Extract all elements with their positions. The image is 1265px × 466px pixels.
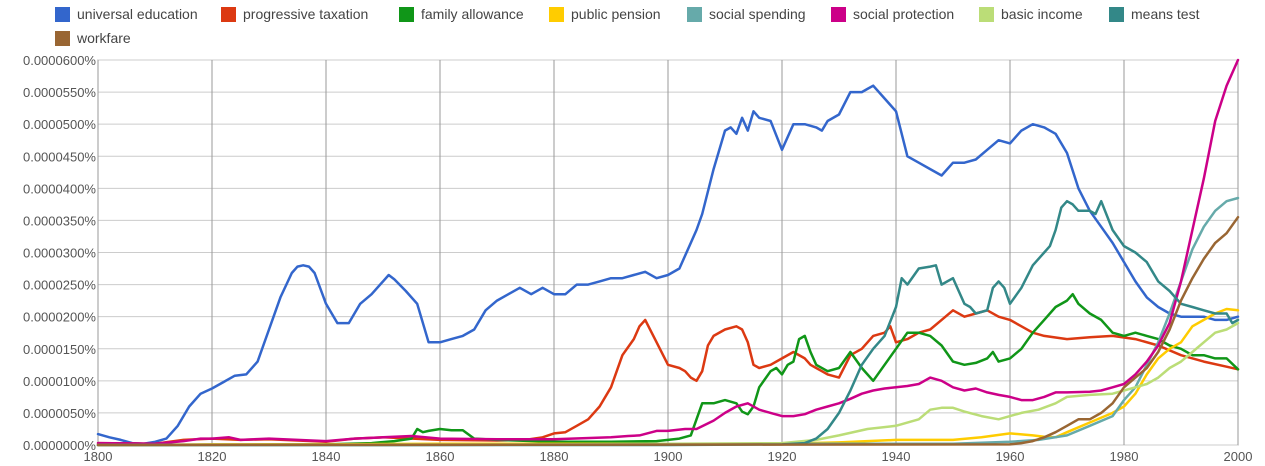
legend-swatch [979,6,994,22]
y-tick-label: 0.0000300% [23,246,96,261]
x-tick-label: 1900 [654,449,683,464]
y-tick-label: 0.0000250% [23,278,96,293]
x-tick-label: 1920 [768,449,797,464]
y-tick-label: 0.0000450% [23,149,96,164]
y-axis-ticks: 0.0000000% 0.0000050% 0.0000100% 0.0000150%… [23,53,96,453]
y-tick-label: 0.0000200% [23,310,96,325]
grid-lines [97,59,1239,446]
legend-swatch [399,6,414,22]
x-tick-label: 1940 [882,449,911,464]
y-tick-label: 0.0000100% [23,374,96,389]
y-tick-label: 0.0000050% [23,406,96,421]
legend-item[interactable]: social spending [687,4,806,24]
series-lines [96,58,1240,447]
legend-item[interactable]: universal education [55,4,198,24]
legend-swatch [687,6,702,22]
legend-item[interactable]: public pension [549,4,661,24]
x-tick-label: 1860 [426,449,455,464]
series-line-means-test[interactable] [96,199,1240,447]
y-tick-label: 0.0000500% [23,117,96,132]
x-tick-label: 1960 [996,449,1025,464]
legend-item[interactable]: social protection [831,4,954,24]
y-tick-label: 0.0000000% [23,438,96,453]
y-tick-label: 0.0000550% [23,85,96,100]
legend-label: means test [1131,6,1200,22]
legend-label: family allowance [421,6,524,22]
legend-swatch [55,6,70,22]
legend-swatch [831,6,846,22]
legend-label: universal education [77,6,198,22]
series-line-workfare[interactable] [96,215,1240,447]
series-line-progressive-taxation[interactable] [96,309,1240,445]
legend-item[interactable]: workfare [55,28,131,48]
legend-label: social spending [709,6,806,22]
legend-label: workfare [77,30,131,46]
x-tick-label: 2000 [1224,449,1253,464]
legend-swatch [55,30,70,46]
legend-label: progressive taxation [243,6,369,22]
legend-swatch [1109,6,1124,22]
legend-item[interactable]: family allowance [399,4,524,24]
legend-item[interactable]: means test [1109,4,1199,24]
x-tick-label: 1980 [1110,449,1139,464]
y-tick-label: 0.0000350% [23,213,96,228]
legend-label: basic income [1001,6,1083,22]
legend-swatch [549,6,564,22]
legend-item[interactable]: basic income [979,4,1083,24]
x-tick-label: 1880 [540,449,569,464]
legend-label: public pension [571,6,661,22]
y-tick-label: 0.0000600% [23,53,96,68]
y-tick-label: 0.0000400% [23,181,96,196]
x-tick-label: 1820 [198,449,227,464]
series-line-universal-education[interactable] [96,84,1240,445]
x-tick-label: 1800 [84,449,113,464]
x-axis-ticks: 1800 1820 1840 1860 1880 1900 1920 1940 1960 1980… [84,449,1253,464]
legend-item[interactable]: progressive taxation [221,4,368,24]
legend-swatch [221,6,236,22]
legend-label: social protection [853,6,955,22]
x-tick-label: 1840 [312,449,341,464]
series-line-family-allowance[interactable] [96,292,1240,447]
y-tick-label: 0.0000150% [23,342,96,357]
series-line-basic-income[interactable] [96,321,1240,447]
